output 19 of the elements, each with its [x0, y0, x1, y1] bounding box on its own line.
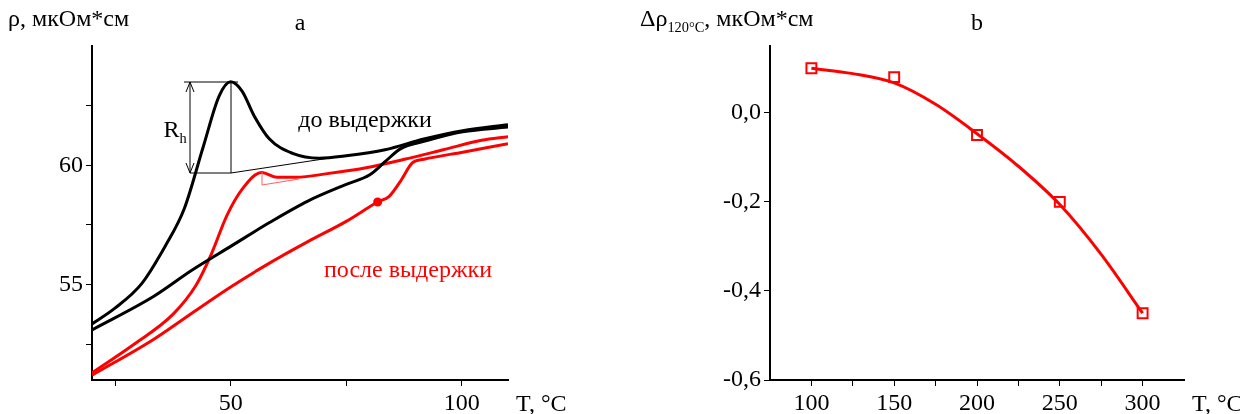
- y-tick-label: -0,2: [723, 187, 761, 214]
- x-tick-label: 300: [1124, 388, 1161, 414]
- x-tick-label: 200: [959, 388, 995, 414]
- x-tick-label: 50: [218, 388, 243, 414]
- y-tick-label: 0,0: [731, 98, 761, 125]
- y-axis-title: ρ, мкОм*см: [8, 5, 130, 31]
- x-tick-label: 150: [876, 388, 913, 414]
- chart-title: b: [971, 9, 983, 35]
- y-tick-label: 55: [59, 269, 83, 296]
- y-tick-label: -0,6: [723, 365, 761, 392]
- x-tick-label: 100: [443, 388, 480, 414]
- y-tick-label: -0,4: [723, 276, 761, 303]
- series-label: после выдержки: [323, 256, 493, 282]
- chart-title: a: [294, 9, 306, 35]
- y-tick-label: 60: [59, 150, 83, 177]
- x-tick-label: 100: [793, 388, 830, 414]
- x-axis-title: T, °C: [516, 390, 567, 414]
- series-label: до выдержки: [298, 106, 432, 132]
- x-tick-label: 250: [1041, 388, 1078, 414]
